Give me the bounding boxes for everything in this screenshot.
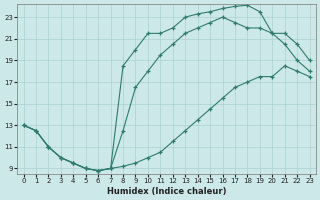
X-axis label: Humidex (Indice chaleur): Humidex (Indice chaleur) <box>107 187 226 196</box>
